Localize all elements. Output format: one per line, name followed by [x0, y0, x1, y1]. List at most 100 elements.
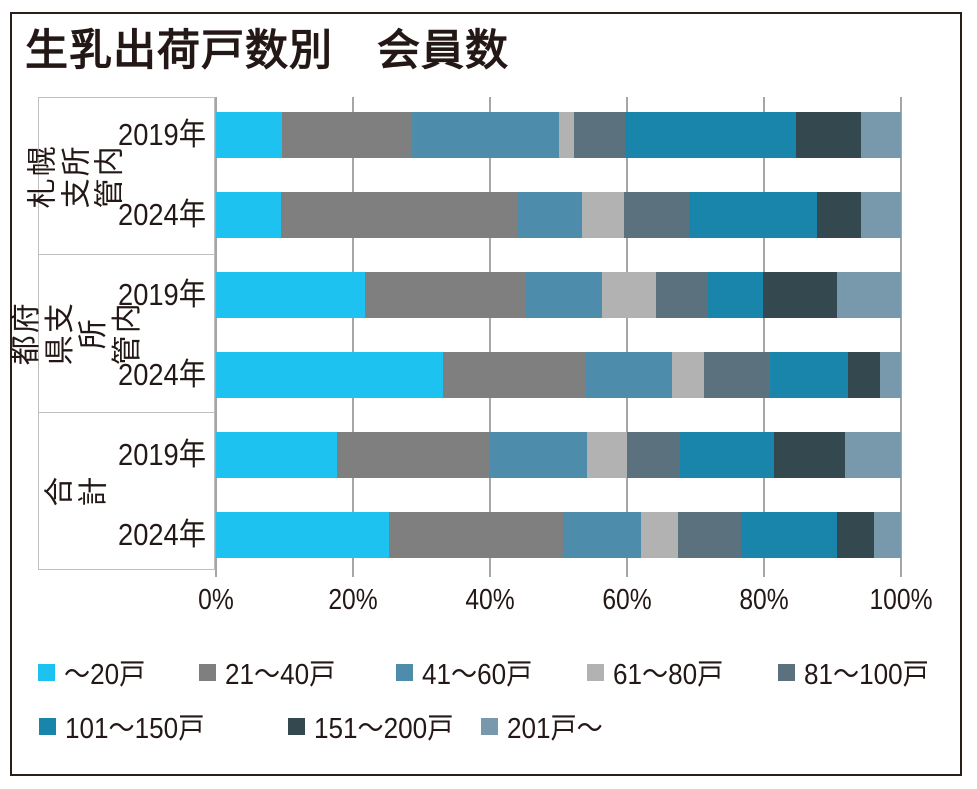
group-label-wrap: 都府県支所 管内 [10, 255, 144, 412]
segment-41～60戸 [488, 432, 588, 478]
segment-151～200戸 [796, 112, 862, 158]
segment-151～200戸 [816, 192, 862, 238]
legend-item-61～80戸: 61～80戸 [587, 652, 736, 692]
segment-61～80戸 [582, 192, 624, 238]
segment-151～200戸 [837, 512, 875, 558]
segment-81～100戸 [574, 112, 625, 158]
gridline-100% [900, 97, 902, 577]
segment-101～150戸 [624, 112, 797, 158]
segment-～20戸 [216, 272, 365, 318]
legend-marker-icon [288, 717, 305, 735]
gridlines-layer [215, 97, 903, 577]
x-tick-label-20%: 20% [328, 584, 378, 616]
legend-label: 41～60戸 [422, 659, 533, 691]
segment-151～200戸 [848, 352, 880, 398]
segment-201戸～ [874, 512, 901, 558]
segment-41～60戸 [526, 272, 602, 318]
segment-81～100戸 [623, 192, 689, 238]
legend-item-41～60戸: 41～60戸 [396, 652, 545, 692]
segment-～20戸 [216, 512, 389, 558]
segment-201戸～ [845, 432, 901, 478]
segment-～20戸 [216, 112, 282, 158]
segment-151～200戸 [762, 272, 837, 318]
bar-都府県支所管内-2019年 [216, 272, 901, 318]
gridline-0% [215, 97, 217, 577]
segment-61～80戸 [601, 272, 656, 318]
year-label-札幌支所管内-2024年: 2024年 [118, 197, 206, 232]
segment-21～40戸 [281, 192, 518, 238]
bar-合計-2024年 [216, 512, 901, 558]
legend-label: 201戸～ [507, 713, 603, 745]
segment-41～60戸 [562, 512, 642, 558]
legend-item-151～200戸: 151～200戸 [288, 706, 469, 746]
segment-61～80戸 [672, 352, 704, 398]
group-label-wrap: 札幌支所 管内 [27, 98, 127, 254]
legend-item-201戸～: 201戸～ [481, 706, 613, 746]
legend-item-～20戸: ～20戸 [38, 652, 154, 692]
x-tick-label-0%: 0% [198, 584, 234, 616]
legend-item-81～100戸: 81～100戸 [778, 652, 943, 692]
segment-21～40戸 [364, 272, 527, 318]
segment-41～60戸 [517, 192, 583, 238]
segment-～20戸 [216, 432, 338, 478]
segment-41～60戸 [411, 112, 560, 158]
bar-札幌支所管内-2019年 [216, 112, 901, 158]
segment-41～60戸 [585, 352, 673, 398]
legend-label: 21～40戸 [225, 659, 336, 691]
outer-frame [10, 12, 962, 776]
x-tick-label-40%: 40% [465, 584, 515, 616]
legend-marker-icon [396, 663, 413, 681]
year-label-札幌支所管内-2019年: 2019年 [118, 117, 206, 152]
legend-marker-icon [39, 717, 56, 735]
segment-61～80戸 [587, 432, 627, 478]
legend-label: ～20戸 [64, 659, 146, 691]
segment-81～100戸 [655, 272, 709, 318]
legend-label: 61～80戸 [613, 659, 724, 691]
gridline-20% [352, 97, 354, 577]
segment-101～150戸 [688, 192, 817, 238]
legend-item-21～40戸: 21～40戸 [199, 652, 348, 692]
segment-21～40戸 [337, 432, 489, 478]
legend-label: 81～100戸 [804, 659, 929, 691]
x-tick-label-60%: 60% [602, 584, 652, 616]
segment-101～150戸 [708, 272, 763, 318]
segment-101～150戸 [770, 352, 849, 398]
segment-～20戸 [216, 352, 444, 398]
segment-201戸～ [879, 352, 901, 398]
x-axis: 0% 20% 40% 60% 80% 100% [198, 584, 932, 620]
segment-151～200戸 [773, 432, 846, 478]
segment-81～100戸 [678, 512, 743, 558]
segment-201戸～ [836, 272, 901, 318]
year-label-都府県支所管内-2024年: 2024年 [118, 357, 206, 392]
legend-item-101～150戸: 101～150戸 [39, 706, 220, 746]
legend-marker-icon [778, 663, 795, 681]
segment-101～150戸 [679, 432, 774, 478]
group-box-total: 合 計 [38, 412, 215, 570]
chart-title: 生乳出荷戸数別 会員数 [25, 27, 509, 75]
x-tick-label-100%: 100% [869, 584, 933, 616]
legend-marker-icon [38, 663, 55, 681]
x-tick-label-80%: 80% [739, 584, 789, 616]
bar-合計-2019年 [216, 432, 901, 478]
segment-201戸～ [861, 112, 901, 158]
segment-61～80戸 [641, 512, 679, 558]
gridline-40% [489, 97, 491, 577]
legend-marker-icon [199, 663, 216, 681]
year-label-合計-2019年: 2019年 [118, 437, 206, 472]
segment-81～100戸 [626, 432, 680, 478]
segment-21～40戸 [388, 512, 563, 558]
segment-81～100戸 [703, 352, 771, 398]
group-label-wrap: 合 計 [39, 413, 115, 569]
gridline-60% [626, 97, 628, 577]
segment-201戸～ [861, 192, 901, 238]
bar-都府県支所管内-2024年 [216, 352, 901, 398]
segment-101～150戸 [742, 512, 838, 558]
segment-～20戸 [216, 192, 282, 238]
year-label-都府県支所管内-2019年: 2019年 [118, 277, 206, 312]
group-label-total: 合 計 [43, 443, 110, 507]
legend-label: 151～200戸 [314, 713, 454, 745]
segment-61～80戸 [559, 112, 575, 158]
bar-札幌支所管内-2024年 [216, 192, 901, 238]
segment-21～40戸 [281, 112, 412, 158]
bars-layer [216, 97, 901, 570]
